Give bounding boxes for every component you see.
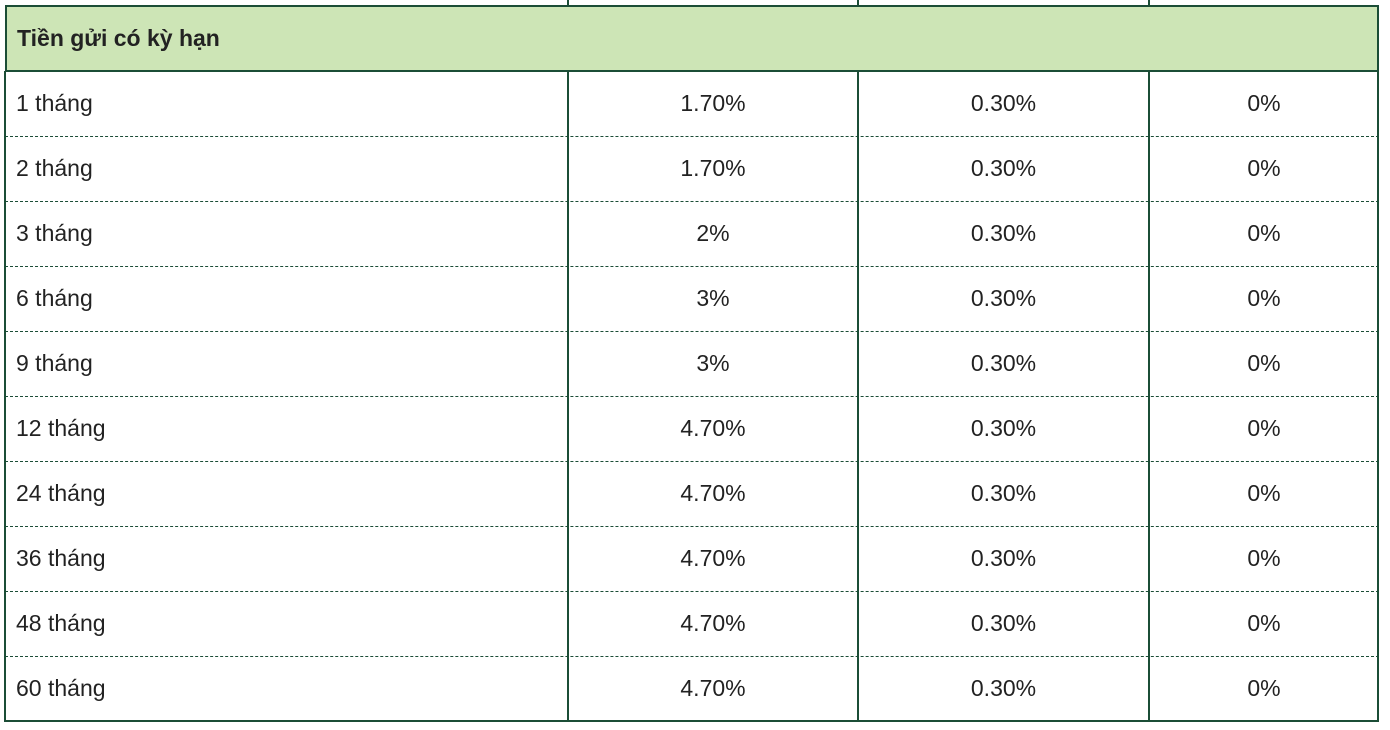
table-cell: 4.70% — [680, 480, 746, 506]
table-border — [4, 720, 1379, 722]
row-separator — [5, 656, 1379, 657]
table-cell: 0.30% — [970, 480, 1037, 506]
table-cell: 0.30% — [970, 220, 1037, 246]
table-cell: 4.70% — [680, 675, 746, 701]
column-border — [567, 0, 569, 6]
table-cell: 0% — [1247, 610, 1281, 636]
table-cell: 0.30% — [970, 545, 1037, 571]
table-cell: 0.30% — [970, 90, 1037, 116]
row-separator — [5, 526, 1379, 527]
table-cell: 0% — [1247, 480, 1281, 506]
table-cell: 4.70% — [680, 545, 746, 571]
section-header: Tiền gửi có kỳ hạn — [5, 5, 1379, 72]
table-cell: 0% — [1247, 415, 1281, 441]
table-cell: 0% — [1247, 155, 1281, 181]
table-cell: 9 tháng — [16, 350, 93, 376]
table-cell: 0% — [1247, 220, 1281, 246]
table-cell: 3% — [696, 350, 730, 376]
row-separator — [5, 136, 1379, 137]
table-cell: 0.30% — [970, 350, 1037, 376]
table-cell: 36 tháng — [16, 545, 106, 571]
table-cell: 3% — [696, 285, 730, 311]
table-cell: 48 tháng — [16, 610, 106, 636]
table-cell: 0% — [1247, 350, 1281, 376]
row-separator — [5, 461, 1379, 462]
table-cell: 0.30% — [970, 610, 1037, 636]
column-border — [1148, 71, 1150, 721]
row-separator — [5, 396, 1379, 397]
table-border — [1377, 71, 1379, 721]
table-cell: 1.70% — [680, 90, 746, 116]
table-cell: 0% — [1247, 545, 1281, 571]
table-cell: 0.30% — [970, 155, 1037, 181]
table-cell: 1 tháng — [16, 90, 93, 116]
table-cell: 0.30% — [970, 675, 1037, 701]
column-border — [567, 71, 569, 721]
row-separator — [5, 266, 1379, 267]
table-cell: 0.30% — [970, 415, 1037, 441]
table-cell: 0% — [1247, 90, 1281, 116]
table-cell: 12 tháng — [16, 415, 106, 441]
table-cell: 4.70% — [680, 610, 746, 636]
table-cell: 1.70% — [680, 155, 746, 181]
table-cell: 24 tháng — [16, 480, 106, 506]
row-separator — [5, 331, 1379, 332]
table-cell: 60 tháng — [16, 675, 106, 701]
table-cell: 4.70% — [680, 415, 746, 441]
table-border — [4, 71, 6, 721]
table-cell: 6 tháng — [16, 285, 93, 311]
column-border — [1148, 0, 1150, 6]
column-border — [857, 71, 859, 721]
row-separator — [5, 591, 1379, 592]
table-cell: 2 tháng — [16, 155, 93, 181]
table-cell: 3 tháng — [16, 220, 93, 246]
table-cell: 0.30% — [970, 285, 1037, 311]
table-cell: 0% — [1247, 285, 1281, 311]
table-cell: 0% — [1247, 675, 1281, 701]
column-border — [857, 0, 859, 6]
row-separator — [5, 201, 1379, 202]
table-cell: 2% — [696, 220, 730, 246]
